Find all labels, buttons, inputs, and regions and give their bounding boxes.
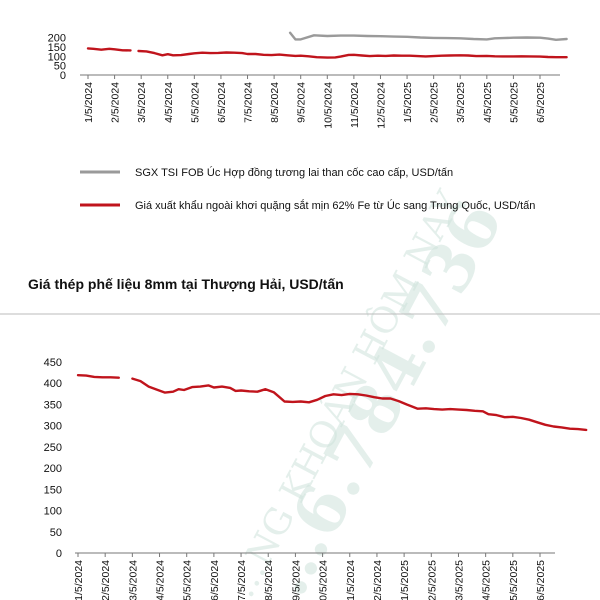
series-line-1-segment-1 bbox=[137, 49, 568, 59]
chart-top-lines bbox=[86, 31, 568, 59]
x-tick-label: 10/5/2024 bbox=[318, 560, 330, 600]
x-tick-label: 6/5/2025 bbox=[535, 82, 547, 123]
y-tick-label: 100 bbox=[44, 506, 62, 518]
x-tick-label: 2/5/2024 bbox=[110, 82, 122, 123]
x-tick-label: 5/5/2025 bbox=[508, 560, 520, 600]
chart-bottom-title: Giá thép phế liệu 8mm tại Thượng Hải, US… bbox=[28, 276, 344, 292]
y-tick-label: 100 bbox=[48, 51, 66, 63]
y-tick-label: 350 bbox=[44, 399, 62, 411]
x-tick-label: 7/5/2024 bbox=[236, 560, 248, 600]
x-tick-label: 12/5/2024 bbox=[375, 82, 387, 129]
x-tick-label: 11/5/2024 bbox=[349, 82, 361, 128]
watermark-text-2: …6.784.736 bbox=[245, 188, 517, 600]
y-tick-label: 0 bbox=[60, 70, 66, 82]
chart-top-legend: SGX TSI FOB Úc Hợp đồng tương lai than c… bbox=[80, 166, 535, 212]
chart-bottom-x-ticks: 1/5/2024 2/5/2024 3/5/2024 4/5/2024 5/5/2024… bbox=[73, 553, 547, 600]
series-line-0-segment-1 bbox=[131, 377, 588, 432]
chart-bottom: Giá thép phế liệu 8mm tại Thượng Hải, US… bbox=[28, 276, 588, 600]
x-tick-label: 6/5/2024 bbox=[216, 82, 228, 123]
x-tick-label: 6/5/2025 bbox=[535, 560, 547, 600]
series-line-1-segment-0 bbox=[86, 47, 132, 52]
x-tick-label: 3/5/2024 bbox=[127, 560, 139, 600]
x-tick-label: 8/5/2024 bbox=[269, 82, 281, 123]
x-tick-label: 3/5/2025 bbox=[455, 82, 467, 123]
x-tick-label: 1/5/2024 bbox=[73, 560, 85, 600]
series-line-0-segment-0 bbox=[76, 374, 120, 379]
y-tick-label: 450 bbox=[44, 357, 62, 369]
x-tick-label: 6/5/2024 bbox=[209, 560, 221, 600]
x-tick-label: 2/5/2025 bbox=[426, 560, 438, 600]
x-tick-label: 12/5/2024 bbox=[372, 560, 384, 600]
chart-bottom-y-ticks: 0 50 100 150 200 250 300 350 400 450 bbox=[44, 357, 62, 560]
x-tick-label: 4/5/2025 bbox=[482, 82, 494, 123]
y-tick-label: 0 bbox=[56, 548, 62, 560]
x-tick-label: 4/5/2024 bbox=[163, 82, 175, 123]
watermark: …NG KHOÁN HÔM NAY …6.784.736 bbox=[221, 183, 518, 600]
y-tick-label: 150 bbox=[48, 42, 66, 54]
legend-label-iron-ore: Giá xuất khẩu ngoài khơi quặng sắt mịn 6… bbox=[135, 199, 535, 212]
x-tick-label: 5/5/2024 bbox=[189, 82, 201, 123]
y-tick-label: 400 bbox=[44, 378, 62, 390]
y-tick-label: 150 bbox=[44, 484, 62, 496]
x-tick-label: 8/5/2024 bbox=[263, 560, 275, 600]
x-tick-label: 3/5/2025 bbox=[453, 560, 465, 600]
x-tick-label: 11/5/2024 bbox=[345, 560, 357, 600]
x-tick-label: 2/5/2024 bbox=[100, 560, 112, 600]
legend-label-coking-coal: SGX TSI FOB Úc Hợp đồng tương lai than c… bbox=[135, 166, 453, 179]
x-tick-label: 5/5/2025 bbox=[508, 82, 520, 123]
x-tick-label: 5/5/2024 bbox=[182, 560, 194, 600]
y-tick-label: 200 bbox=[48, 33, 66, 45]
x-tick-label: 3/5/2024 bbox=[136, 82, 148, 123]
x-tick-label: 4/5/2025 bbox=[481, 560, 493, 600]
x-tick-label: 1/5/2025 bbox=[399, 560, 411, 600]
series-line-0-segment-0 bbox=[288, 31, 568, 41]
chart-top-x-ticks: 1/5/2024 2/5/2024 3/5/2024 4/5/2024 5/5/2024… bbox=[83, 75, 547, 129]
x-tick-label: 4/5/2024 bbox=[155, 560, 167, 600]
x-tick-label: 7/5/2024 bbox=[243, 82, 255, 123]
x-tick-label: 10/5/2024 bbox=[322, 82, 334, 129]
x-tick-label: 9/5/2024 bbox=[290, 560, 302, 600]
y-tick-label: 300 bbox=[44, 421, 62, 433]
x-tick-label: 1/5/2024 bbox=[83, 82, 95, 123]
y-tick-label: 250 bbox=[44, 442, 62, 454]
x-tick-label: 2/5/2025 bbox=[429, 82, 441, 123]
x-tick-label: 9/5/2024 bbox=[296, 82, 308, 123]
y-tick-label: 50 bbox=[54, 61, 66, 73]
x-tick-label: 1/5/2025 bbox=[402, 82, 414, 123]
y-tick-label: 200 bbox=[44, 463, 62, 475]
y-tick-label: 50 bbox=[50, 527, 62, 539]
chart-bottom-lines bbox=[76, 374, 588, 432]
